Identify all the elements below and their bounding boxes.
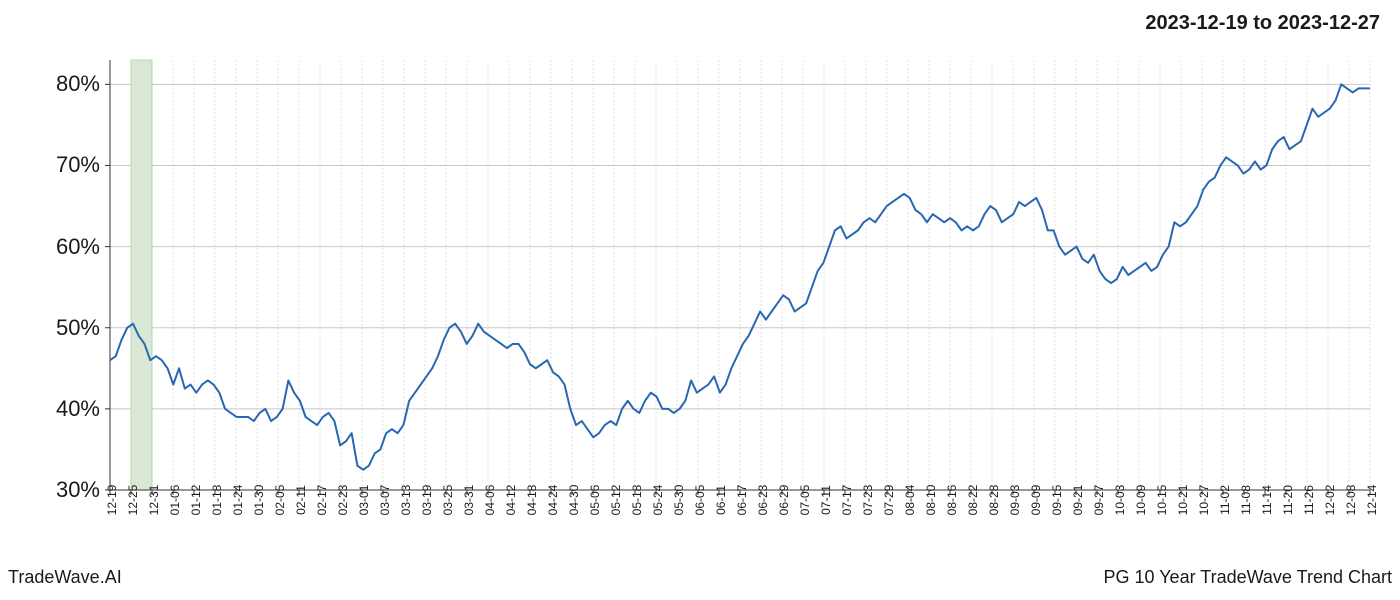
x-axis-tick-label: 08-04 <box>903 485 917 516</box>
x-axis-tick-label: 10-21 <box>1176 485 1190 516</box>
x-axis-tick-label: 05-18 <box>630 485 644 516</box>
x-axis-tick-label: 02-05 <box>273 485 287 516</box>
x-axis-tick-label: 09-21 <box>1071 485 1085 516</box>
x-axis-tick-label: 08-10 <box>924 485 938 516</box>
x-axis-tick-label: 06-05 <box>693 485 707 516</box>
x-axis-tick-label: 11-08 <box>1239 485 1253 515</box>
x-axis-tick-label: 12-31 <box>147 485 161 516</box>
trend-chart <box>110 60 1370 490</box>
date-range-label: 2023-12-19 to 2023-12-27 <box>1145 12 1380 35</box>
x-axis-tick-label: 05-30 <box>672 485 686 516</box>
y-axis-tick-label: 50% <box>56 315 100 341</box>
x-axis-tick-label: 07-29 <box>882 485 896 516</box>
chart-container <box>110 60 1370 490</box>
x-axis-tick-label: 05-24 <box>651 485 665 516</box>
x-axis-tick-label: 09-15 <box>1050 485 1064 516</box>
x-axis-tick-label: 09-27 <box>1092 485 1106 516</box>
x-axis-tick-label: 07-05 <box>798 485 812 516</box>
x-axis-tick-label: 09-09 <box>1029 485 1043 516</box>
x-axis-tick-label: 11-14 <box>1260 485 1274 515</box>
x-axis-tick-label: 03-13 <box>399 485 413 516</box>
x-axis-tick-label: 10-09 <box>1134 485 1148 516</box>
x-axis-tick-label: 03-25 <box>441 485 455 516</box>
x-axis-tick-label: 04-06 <box>483 485 497 516</box>
x-axis-tick-label: 02-11 <box>294 485 308 515</box>
x-axis-tick-label: 12-14 <box>1365 485 1379 516</box>
y-axis-tick-label: 70% <box>56 152 100 178</box>
x-axis-tick-label: 04-30 <box>567 485 581 516</box>
x-axis-tick-label: 06-29 <box>777 485 791 516</box>
x-axis-tick-label: 12-25 <box>126 485 140 516</box>
x-axis-tick-label: 07-23 <box>861 485 875 516</box>
chart-title: PG 10 Year TradeWave Trend Chart <box>1104 567 1393 588</box>
x-axis-tick-label: 01-24 <box>231 485 245 516</box>
x-axis-tick-label: 03-07 <box>378 485 392 516</box>
x-axis-tick-label: 12-02 <box>1323 485 1337 516</box>
x-axis-tick-label: 10-27 <box>1197 485 1211 516</box>
x-axis-tick-label: 06-17 <box>735 485 749 516</box>
x-axis-tick-label: 12-08 <box>1344 485 1358 516</box>
y-axis-tick-label: 80% <box>56 71 100 97</box>
x-axis-tick-label: 03-19 <box>420 485 434 516</box>
x-axis-tick-label: 06-11 <box>714 485 728 515</box>
x-axis-tick-label: 03-01 <box>357 485 371 516</box>
x-axis-tick-label: 01-30 <box>252 485 266 516</box>
x-axis-tick-label: 04-18 <box>525 485 539 516</box>
x-axis-tick-label: 04-24 <box>546 485 560 516</box>
x-axis-tick-label: 11-02 <box>1218 485 1232 515</box>
x-axis-tick-label: 01-06 <box>168 485 182 516</box>
x-axis-tick-label: 07-17 <box>840 485 854 516</box>
x-axis-tick-label: 11-26 <box>1302 485 1316 515</box>
x-axis-tick-label: 12-19 <box>105 485 119 516</box>
y-axis-tick-label: 60% <box>56 234 100 260</box>
x-axis-tick-label: 10-03 <box>1113 485 1127 516</box>
x-axis-tick-label: 04-12 <box>504 485 518 516</box>
x-axis-tick-label: 11-20 <box>1281 485 1295 515</box>
y-axis-tick-label: 30% <box>56 477 100 503</box>
x-axis-tick-label: 02-23 <box>336 485 350 516</box>
x-axis-tick-label: 08-28 <box>987 485 1001 516</box>
x-axis-tick-label: 08-22 <box>966 485 980 516</box>
x-axis-tick-label: 10-15 <box>1155 485 1169 516</box>
x-axis-tick-label: 09-03 <box>1008 485 1022 516</box>
x-axis-tick-label: 01-12 <box>189 485 203 516</box>
x-axis-tick-label: 03-31 <box>462 485 476 516</box>
y-axis-tick-label: 40% <box>56 396 100 422</box>
x-axis-tick-label: 05-06 <box>588 485 602 516</box>
x-axis-tick-label: 08-16 <box>945 485 959 516</box>
x-axis-tick-label: 05-12 <box>609 485 623 516</box>
x-axis-tick-label: 02-17 <box>315 485 329 516</box>
brand-label: TradeWave.AI <box>8 567 122 588</box>
x-axis-tick-label: 06-23 <box>756 485 770 516</box>
x-axis-tick-label: 07-11 <box>819 485 833 515</box>
x-axis-tick-label: 01-18 <box>210 485 224 516</box>
